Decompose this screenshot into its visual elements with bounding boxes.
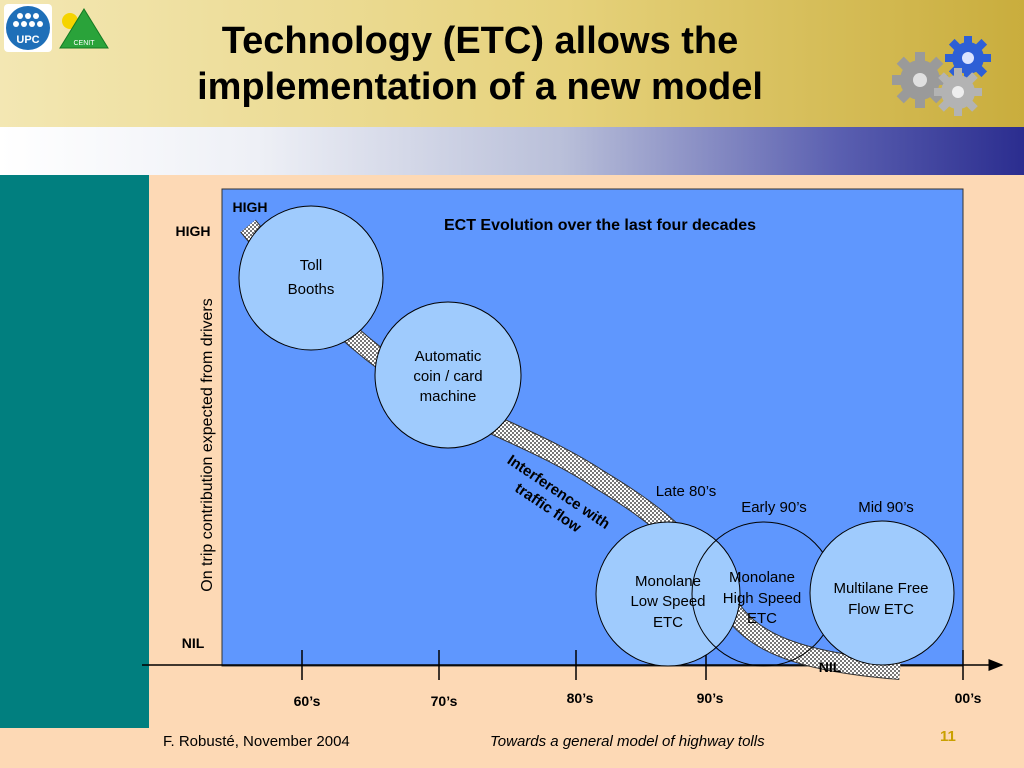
inner-nil-label: NIL — [819, 659, 842, 675]
node-label: Monolane — [635, 573, 701, 590]
node-label: Multilane Free — [833, 580, 928, 597]
node-automatic-machine — [374, 301, 522, 449]
x-tick-label: 60’s — [294, 693, 321, 709]
x-tick-label: 80’s — [567, 690, 594, 706]
node-label: Flow ETC — [848, 601, 914, 618]
node-label: Toll — [300, 257, 323, 274]
period-label-mid-90s: Mid 90’s — [858, 499, 914, 516]
node-label: machine — [420, 388, 477, 405]
node-toll-booths — [238, 205, 384, 351]
cenit-logo-text: CENIT — [74, 40, 96, 47]
footer-author: F. Robusté, November 2004 — [163, 733, 350, 750]
slide-title-line1: Technology (ETC) allows the — [221, 20, 739, 62]
gears-icon — [890, 35, 1000, 122]
slide-title-line2: implementation of a new model — [197, 66, 763, 108]
y-nil-label: NIL — [182, 635, 205, 651]
diagram-title: ECT Evolution over the last four decades — [444, 217, 756, 234]
x-tick-label: 70’s — [431, 693, 458, 709]
node-label: Low Speed — [630, 593, 705, 610]
x-tick-label: 00’s — [955, 690, 982, 706]
gradient-band — [0, 127, 1024, 175]
node-label: Booths — [288, 281, 335, 298]
slide-title: Technology (ETC) allows the implementati… — [100, 18, 860, 110]
x-tick-label: 90’s — [697, 690, 724, 706]
inner-high-label: HIGH — [233, 199, 268, 215]
node-label: High Speed — [723, 590, 801, 607]
y-axis-label: On trip contribution expected from drive… — [199, 298, 216, 591]
upc-logo: UPC — [3, 3, 53, 53]
period-label-late-80s: Late 80’s — [656, 483, 717, 500]
upc-logo-text: UPC — [16, 34, 39, 46]
page-number: 11 — [940, 728, 956, 745]
node-label: Monolane — [729, 569, 795, 586]
y-high-label: HIGH — [176, 223, 211, 239]
node-label: coin / card — [413, 368, 482, 385]
cenit-logo: CENIT — [58, 4, 110, 56]
node-label: ETC — [653, 614, 683, 631]
node-label: Automatic — [415, 348, 482, 365]
left-sidebar — [0, 175, 149, 728]
node-monolane-low-speed — [595, 521, 741, 667]
footer-subject: Towards a general model of highway tolls — [490, 733, 765, 750]
node-multilane-free-flow — [809, 520, 955, 666]
period-label-early-90s: Early 90’s — [741, 499, 807, 516]
slide-header: UPC CENIT Technology (ETC) allows the im… — [0, 0, 1024, 127]
node-label: ETC — [747, 610, 777, 627]
